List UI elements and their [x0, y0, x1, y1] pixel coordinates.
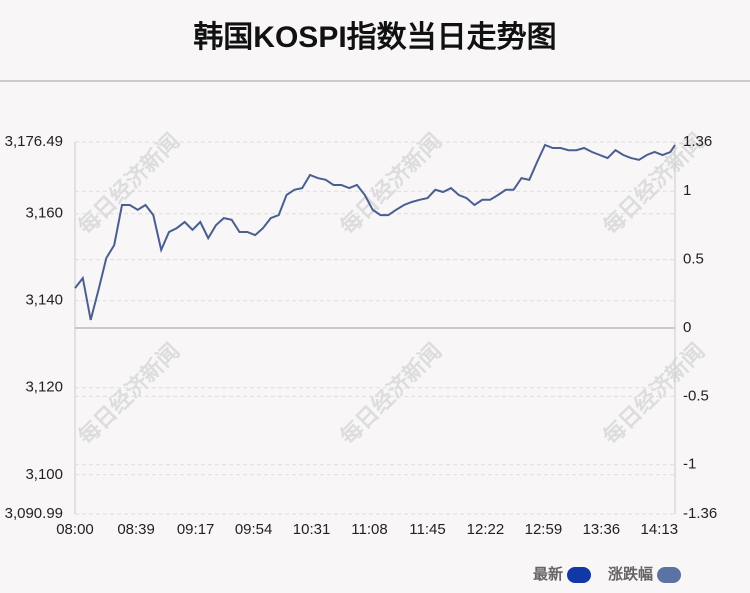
chart-title: 韩国KOSPI指数当日走势图 [193, 21, 556, 54]
legend-label: 涨跌幅 [608, 565, 653, 583]
watermark: 每日经济新闻 [73, 128, 184, 239]
x-tick-label: 14:13 [641, 521, 679, 538]
x-tick-label: 09:17 [177, 521, 215, 538]
y-tick-label: 3,120 [25, 379, 63, 396]
x-tick-label: 12:22 [467, 521, 505, 538]
legend-label: 最新 [533, 565, 563, 583]
y-tick-label: 3,140 [25, 292, 63, 309]
x-tick-label: 08:00 [56, 521, 94, 538]
y2-tick-label: -0.5 [683, 387, 709, 404]
y-tick-label: 3,160 [25, 205, 63, 222]
watermark: 每日经济新闻 [335, 338, 446, 449]
watermark: 每日经济新闻 [73, 338, 184, 449]
x-tick-label: 10:31 [293, 521, 331, 538]
y2-tick-label: 1.36 [683, 133, 712, 150]
x-tick-label: 09:54 [235, 521, 273, 538]
y2-tick-label: 0.5 [683, 251, 704, 268]
y-tick-label: 3,176.49 [5, 133, 63, 150]
y-tick-label: 3,090.99 [5, 505, 63, 522]
y-tick-label: 3,100 [25, 466, 63, 483]
x-tick-label: 11:45 [409, 521, 445, 538]
x-tick-label: 12:59 [525, 521, 563, 538]
x-tick-label: 11:08 [351, 521, 387, 538]
legend-swatch [657, 567, 682, 583]
x-tick-label: 13:36 [583, 521, 621, 538]
y2-tick-label: 0 [683, 319, 691, 336]
y2-tick-label: 1 [683, 182, 691, 199]
watermark: 每日经济新闻 [335, 128, 446, 239]
price-line [74, 143, 676, 321]
y2-tick-label: -1.36 [683, 505, 717, 522]
x-tick-label: 08:39 [117, 521, 155, 538]
legend-swatch [567, 567, 592, 583]
y2-tick-label: -1 [683, 456, 696, 473]
